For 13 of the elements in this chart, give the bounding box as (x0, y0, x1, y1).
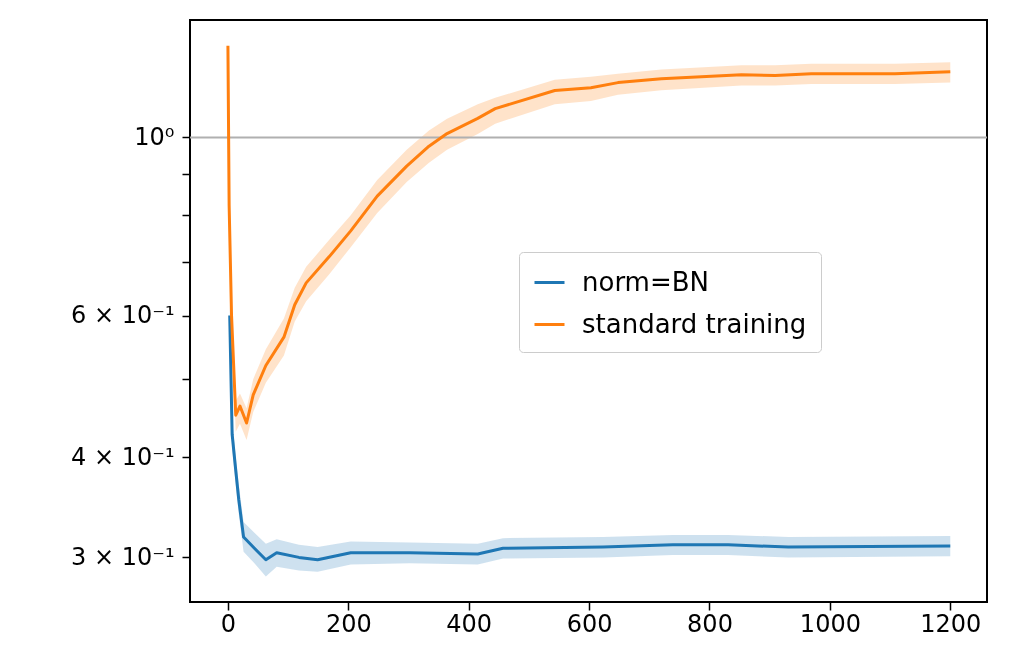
legend-label: norm=BN (582, 266, 710, 297)
x-tick-label: 600 (566, 609, 613, 638)
legend-label: standard training (582, 308, 807, 339)
y-tick-label: 6 × 10⁻¹ (71, 301, 175, 330)
x-tick-label: 800 (687, 609, 733, 638)
x-tick-label: 1000 (799, 609, 861, 638)
x-tick-label: 1200 (920, 609, 982, 638)
y-tick-label: 3 × 10⁻¹ (71, 542, 175, 571)
y-tick-label: 10⁰ (134, 122, 175, 151)
x-tick-label: 0 (220, 609, 237, 638)
x-tick-label: 200 (325, 609, 372, 638)
y-tick-label: 4 × 10⁻¹ (71, 442, 175, 471)
x-tick-label: 400 (446, 609, 493, 638)
